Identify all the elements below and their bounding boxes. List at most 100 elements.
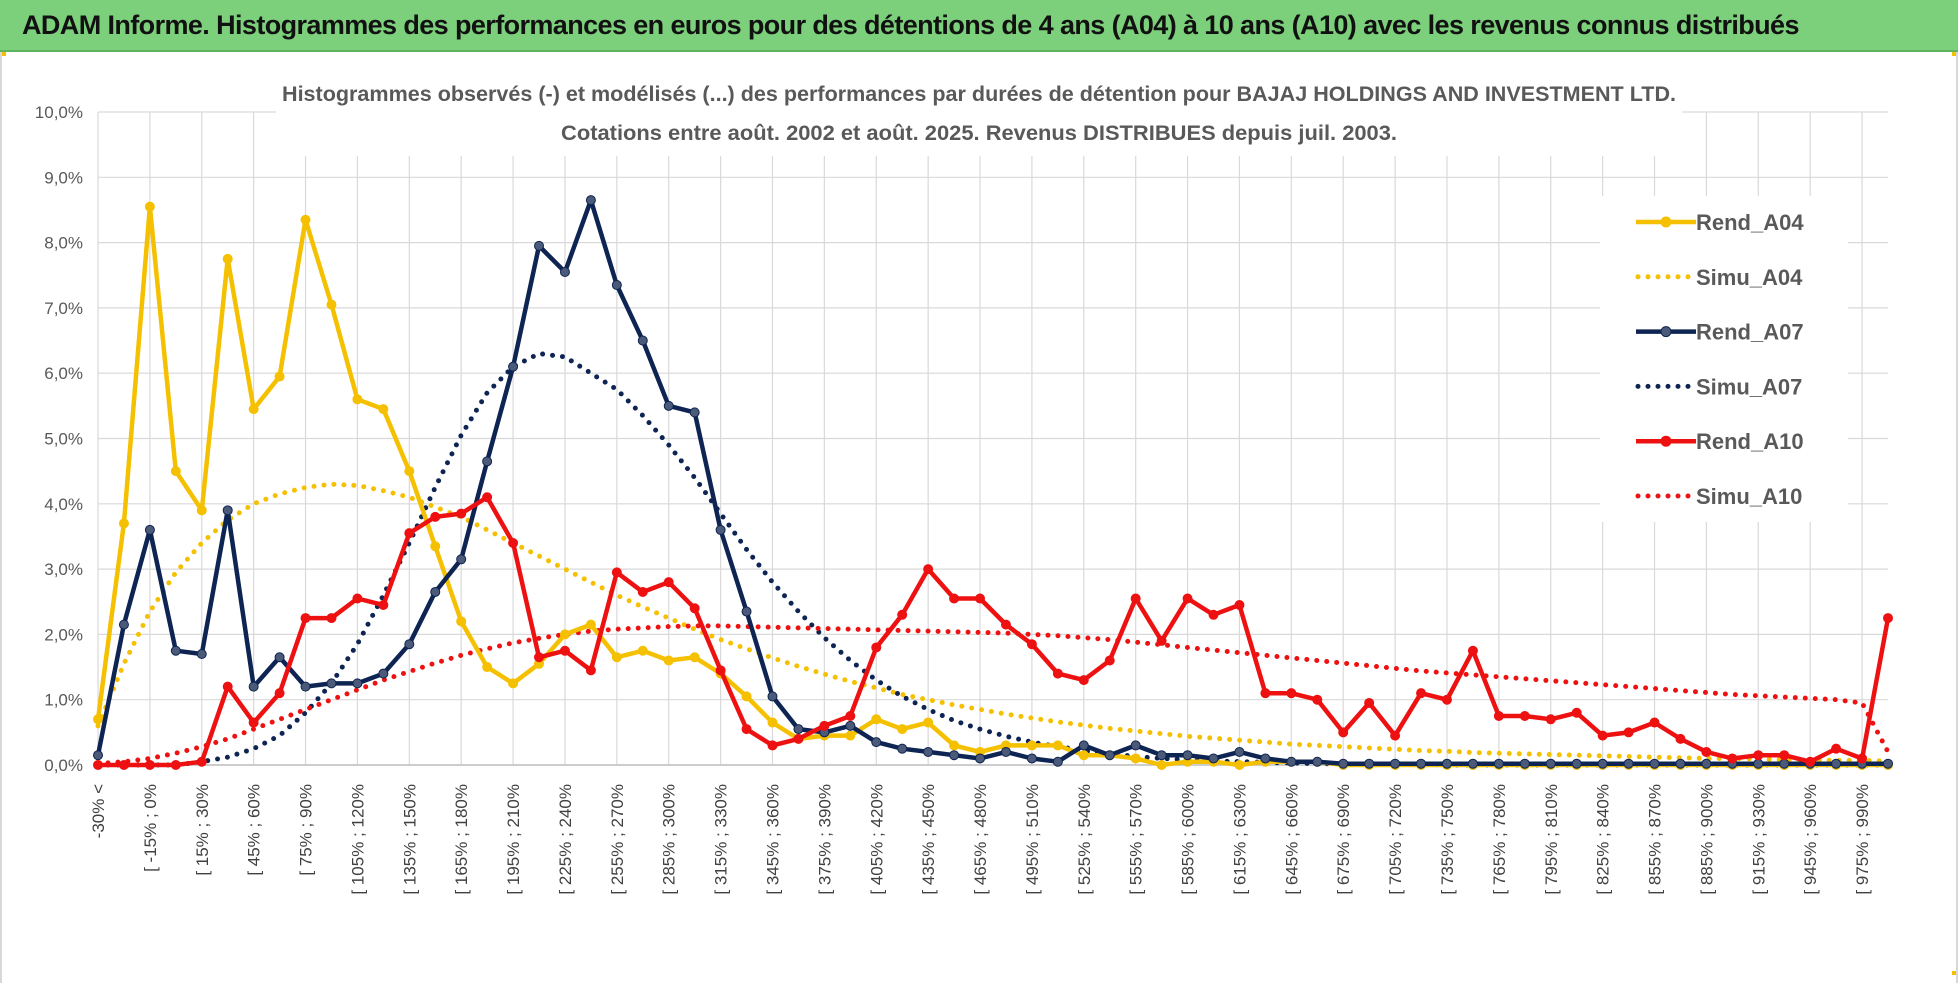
- data-point-rend-a10: [1779, 750, 1790, 761]
- data-point-rend-a04: [559, 629, 570, 640]
- data-point-rend-a07: [1052, 756, 1063, 767]
- y-axis-labels: 0,0% 1,0% 2,0% 3,0% 4,0% 5,0% 6,0% 7,0% 8,0% 9,0%…: [35, 103, 83, 775]
- data-point-rend-a07: [1234, 746, 1245, 757]
- data-point-rend-a10: [118, 760, 129, 770]
- data-point-rend-a04: [1130, 753, 1141, 764]
- data-point-rend-a07: [93, 750, 103, 761]
- y-tick-label: 0,0%: [44, 756, 83, 775]
- data-point-rend-a10: [144, 760, 155, 770]
- data-point-rend-a07: [1364, 758, 1375, 769]
- x-tick-label: [ 765% ; 780%: [1490, 784, 1509, 895]
- data-point-rend-a07: [248, 681, 259, 692]
- data-point-rend-a07: [1753, 758, 1764, 769]
- x-axis-labels: -30% < [ -15% ; 0% [ 15% ; 30% [ 45% ; 60% […: [89, 784, 1872, 895]
- legend-label-simu-a07: Simu_A07: [1696, 374, 1802, 399]
- data-point-rend-a07: [196, 648, 207, 659]
- data-point-rend-a10: [819, 720, 830, 731]
- data-point-rend-a10: [1208, 609, 1219, 620]
- series-layer: [93, 195, 1893, 770]
- data-point-rend-a10: [871, 642, 882, 653]
- data-point-rend-a10: [1545, 714, 1556, 725]
- data-point-rend-a10: [1831, 743, 1842, 754]
- data-point-rend-a04: [300, 214, 311, 225]
- x-tick-label: [ 555% ; 570%: [1127, 784, 1146, 895]
- y-tick-label: 10,0%: [35, 103, 83, 122]
- data-point-rend-a10: [1857, 753, 1868, 764]
- x-tick-label: [ 315% ; 330%: [712, 784, 731, 895]
- data-point-rend-a07: [1779, 758, 1790, 769]
- data-point-rend-a10: [378, 600, 389, 611]
- data-point-rend-a07: [404, 639, 415, 650]
- data-point-rend-a10: [1519, 711, 1530, 722]
- data-point-rend-a10: [1026, 639, 1037, 650]
- y-tick-label: 2,0%: [44, 625, 83, 644]
- data-point-rend-a10: [689, 603, 700, 614]
- data-point-rend-a04: [144, 201, 155, 212]
- data-point-rend-a10: [1260, 688, 1271, 699]
- data-point-rend-a04: [637, 645, 648, 656]
- data-point-rend-a07: [508, 361, 519, 372]
- chart-title-line-1: Histogrammes observés (-) et modélisés (…: [282, 83, 1676, 106]
- x-tick-label: [ 285% ; 300%: [660, 784, 679, 895]
- y-tick-label: 1,0%: [44, 691, 83, 710]
- data-point-rend-a07: [637, 335, 648, 346]
- data-point-rend-a10: [170, 760, 181, 770]
- corner-accent-right: [1952, 52, 1958, 56]
- data-point-rend-a10: [715, 665, 726, 676]
- corner-accent-left: [0, 52, 6, 56]
- data-point-rend-a07: [352, 678, 363, 689]
- data-point-rend-a10: [222, 681, 233, 692]
- data-point-rend-a10: [1649, 717, 1660, 728]
- data-point-rend-a04: [741, 691, 752, 702]
- data-point-rend-a10: [1493, 711, 1504, 722]
- data-point-rend-a10: [534, 652, 545, 663]
- data-point-rend-a10: [949, 593, 960, 604]
- data-point-rend-a04: [923, 717, 934, 728]
- data-point-rend-a04: [196, 505, 207, 516]
- data-point-rend-a10: [1805, 756, 1816, 767]
- data-point-rend-a10: [1104, 655, 1115, 666]
- data-point-rend-a07: [170, 645, 181, 656]
- data-point-rend-a04: [93, 714, 103, 725]
- x-tick-label: [ 105% ; 120%: [348, 784, 367, 895]
- x-tick-label: [ 135% ; 150%: [400, 784, 419, 895]
- data-point-rend-a07: [585, 195, 596, 206]
- series-line-simu-a04: [95, 481, 1891, 764]
- data-point-rend-a10: [1571, 707, 1582, 718]
- x-tick-label: [ 705% ; 720%: [1386, 784, 1405, 895]
- data-point-rend-a04: [1078, 750, 1089, 761]
- legend-label-rend-a04: Rend_A04: [1696, 210, 1804, 235]
- data-point-rend-a10: [559, 645, 570, 656]
- data-point-rend-a04: [845, 730, 856, 741]
- x-tick-label: [ 645% ; 660%: [1282, 784, 1301, 895]
- data-point-rend-a07: [300, 681, 311, 692]
- x-tick-label: -30% <: [89, 784, 108, 838]
- data-point-rend-a10: [1883, 613, 1893, 624]
- legend-box: [1600, 196, 1848, 522]
- data-point-rend-a07: [1000, 746, 1011, 757]
- data-point-rend-a07: [1519, 758, 1530, 769]
- data-point-rend-a10: [1338, 727, 1349, 738]
- data-point-rend-a10: [923, 564, 934, 575]
- x-tick-label: [ 915% ; 930%: [1749, 784, 1768, 895]
- x-tick-label: [ 45% ; 60%: [245, 784, 264, 876]
- data-point-rend-a10: [430, 511, 441, 522]
- data-point-rend-a10: [1623, 727, 1634, 738]
- data-point-rend-a07: [1130, 740, 1141, 751]
- x-tick-label: [ 405% ; 420%: [867, 784, 886, 895]
- title-banner: ADAM Informe. Histogrammes des performan…: [0, 0, 1958, 52]
- data-point-rend-a10: [611, 567, 622, 578]
- data-point-rend-a10: [663, 577, 674, 588]
- data-point-rend-a07: [1390, 758, 1401, 769]
- data-point-rend-a07: [1026, 753, 1037, 764]
- x-tick-label: [ 945% ; 960%: [1801, 784, 1820, 895]
- y-tick-label: 6,0%: [44, 364, 83, 383]
- data-point-rend-a07: [1286, 756, 1297, 767]
- x-tick-label: [ 825% ; 840%: [1594, 784, 1613, 895]
- data-point-rend-a10: [274, 688, 285, 699]
- y-tick-label: 8,0%: [44, 234, 83, 253]
- legend-label-simu-a04: Simu_A04: [1696, 265, 1803, 290]
- data-point-rend-a04: [1052, 740, 1063, 751]
- x-tick-label: [ 855% ; 870%: [1646, 784, 1665, 895]
- data-point-rend-a10: [1416, 688, 1427, 699]
